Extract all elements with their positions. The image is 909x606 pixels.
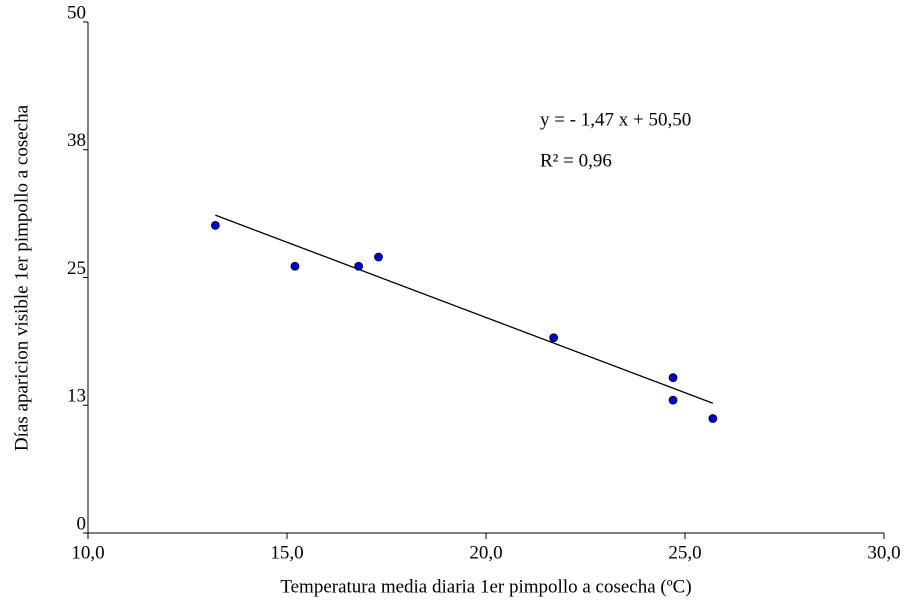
point [374, 252, 383, 262]
point [708, 414, 718, 423]
x-tick-label: 25,0 [668, 542, 701, 563]
point [668, 373, 678, 383]
x-tick-label: 20,0 [469, 542, 502, 563]
y-axis-label: Días aparicion visible 1er pimpollo a co… [11, 104, 32, 451]
point [354, 261, 364, 271]
point [549, 333, 559, 343]
y-tick-label: 25 [67, 258, 86, 279]
point [290, 261, 300, 271]
y-tick-label: 0 [77, 513, 87, 534]
x-tick-label: 15,0 [270, 542, 303, 563]
y-tick-label: 13 [67, 386, 86, 407]
y-tick-label: 50 [67, 2, 86, 23]
x-tick-label: 10,0 [71, 542, 104, 563]
x-tick-label: 30,0 [867, 542, 900, 563]
fit-line [215, 214, 714, 404]
point [210, 220, 220, 230]
equation: y = - 1,47 x + 50,50 [540, 109, 691, 130]
point [668, 395, 678, 405]
x-axis-label: Temperatura media diaria 1er pimpollo a … [280, 576, 691, 597]
y-tick-label: 38 [67, 130, 86, 151]
r-squared: R² = 0,96 [540, 150, 612, 171]
